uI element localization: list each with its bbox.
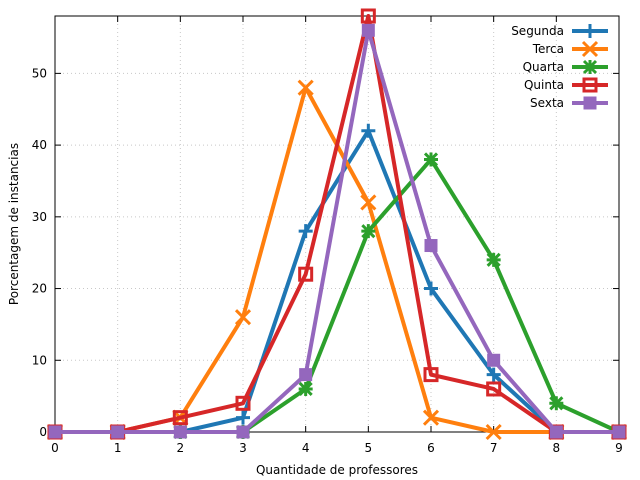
y-tick-label: 50 — [32, 66, 47, 80]
data-point — [299, 368, 313, 382]
data-point — [236, 410, 250, 425]
data-point — [361, 123, 376, 138]
y-tick-label: 20 — [32, 282, 47, 296]
data-point — [424, 239, 438, 253]
series-line — [55, 128, 619, 434]
data-point — [297, 79, 314, 96]
x-tick-label: 8 — [553, 441, 561, 455]
data-point — [549, 425, 563, 439]
x-tick-label: 5 — [365, 441, 373, 455]
x-tick-label: 7 — [490, 441, 498, 455]
legend-swatch-marker — [583, 24, 597, 38]
series-line — [55, 28, 619, 434]
series-terca — [46, 79, 628, 441]
data-point — [361, 23, 375, 37]
data-point — [298, 266, 314, 282]
data-point — [486, 381, 502, 397]
legend-item: Quarta — [523, 59, 608, 75]
legend-swatch-marker — [582, 77, 598, 93]
data-point — [361, 224, 376, 239]
legend-swatch-marker — [581, 40, 599, 58]
legend-label: Quinta — [524, 78, 564, 92]
data-point — [423, 152, 439, 167]
y-tick-label: 0 — [39, 425, 47, 439]
data-point — [111, 425, 125, 439]
x-tick-label: 0 — [51, 441, 59, 455]
legend-label: Sexta — [530, 96, 564, 110]
legend-item: Terca — [532, 40, 608, 58]
data-point — [485, 423, 502, 441]
data-point — [423, 367, 439, 383]
plot-frame — [54, 15, 620, 433]
data-point — [172, 410, 188, 426]
x-tick-label: 3 — [239, 441, 247, 455]
data-point — [298, 224, 313, 239]
data-point — [360, 8, 376, 24]
data-point — [173, 425, 187, 439]
data-point — [360, 194, 377, 211]
legend-item: Sexta — [530, 96, 608, 110]
series-line — [55, 14, 619, 434]
series-quinta — [47, 8, 627, 440]
data-point — [612, 425, 626, 439]
x-tick-label: 1 — [114, 441, 122, 455]
y-tick-label: 30 — [32, 210, 47, 224]
x-axis-title: Quantidade de professores — [256, 463, 418, 477]
data-point — [424, 281, 438, 296]
x-tick-label: 2 — [177, 441, 185, 455]
series-group — [46, 8, 628, 441]
legend-swatch-marker — [582, 59, 598, 75]
legend-label: Segunda — [511, 24, 564, 38]
data-point — [486, 252, 501, 267]
y-tick-label: 40 — [32, 138, 47, 152]
data-point — [235, 395, 251, 411]
data-point — [487, 353, 501, 367]
legend-item: Quinta — [524, 77, 608, 93]
data-point — [234, 309, 252, 326]
data-point — [48, 425, 62, 439]
series-segunda — [48, 123, 626, 439]
grid — [55, 16, 619, 432]
data-point — [486, 367, 501, 382]
data-point — [422, 409, 440, 426]
data-point — [549, 396, 564, 411]
y-axis-title: Porcentagem de instancias — [7, 143, 21, 305]
legend: Segunda Terca Quarta Quinta Sexta — [511, 24, 608, 110]
y-tick-label: 10 — [32, 353, 47, 367]
legend-label: Terca — [532, 42, 564, 56]
legend-item: Segunda — [511, 24, 608, 38]
x-tick-label: 6 — [427, 441, 435, 455]
x-tick-label: 9 — [615, 441, 623, 455]
x-tick-label: 4 — [302, 441, 310, 455]
series-sexta — [48, 23, 626, 439]
legend-label: Quarta — [523, 60, 564, 74]
data-point — [236, 425, 250, 439]
data-point — [298, 381, 313, 397]
legend-swatch-marker — [583, 96, 597, 110]
